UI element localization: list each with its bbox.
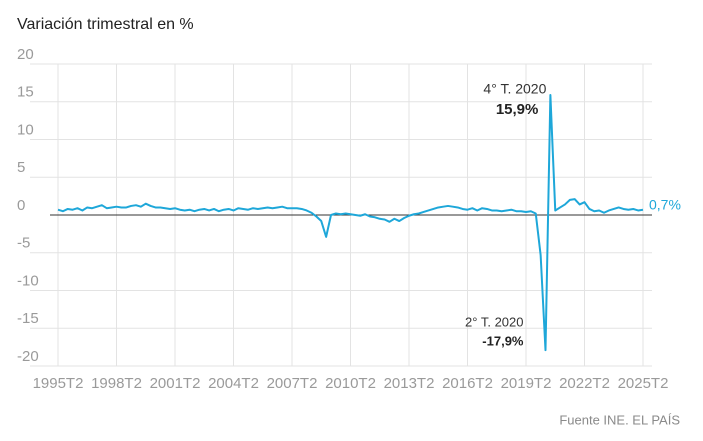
annotation: 2° T. 2020 <box>465 315 523 330</box>
y-tick-label: -15 <box>17 310 39 327</box>
annotation: 4° T. 2020 <box>483 81 546 97</box>
y-tick-label: 0 <box>17 197 25 214</box>
y-tick-label: 20 <box>17 46 34 63</box>
value-label: 0,7% <box>649 196 681 212</box>
x-tick-label: 2016T2 <box>442 375 493 392</box>
x-tick-label: 2019T2 <box>501 375 552 392</box>
source: Fuente INE. EL PAÍS <box>559 412 680 427</box>
line <box>57 93 644 352</box>
y-tick-label: -10 <box>17 272 39 289</box>
x-tick-label: 1995T2 <box>33 375 84 392</box>
y-tick-label: 5 <box>17 159 25 176</box>
x-tick-label: 2010T2 <box>325 375 376 392</box>
y-tick-label: -20 <box>17 348 39 365</box>
x-tick-label: 2013T2 <box>384 375 435 392</box>
x-tick-label: 2001T2 <box>150 375 201 392</box>
y-tick-label: 15 <box>17 84 34 101</box>
value-label: -17,9% <box>482 334 524 349</box>
y-tick-label: 10 <box>17 121 34 138</box>
value-label: 15,9% <box>496 101 539 118</box>
x-tick-label: 2004T2 <box>208 375 259 392</box>
x-tick-label: 2022T2 <box>559 375 610 392</box>
x-tick-label: 2025T2 <box>618 375 669 392</box>
y-tick-label: -5 <box>17 235 30 252</box>
x-tick-label: 1998T2 <box>91 375 142 392</box>
chart-title: Variación trimestral en % <box>17 16 194 33</box>
x-tick-label: 2007T2 <box>267 375 318 392</box>
